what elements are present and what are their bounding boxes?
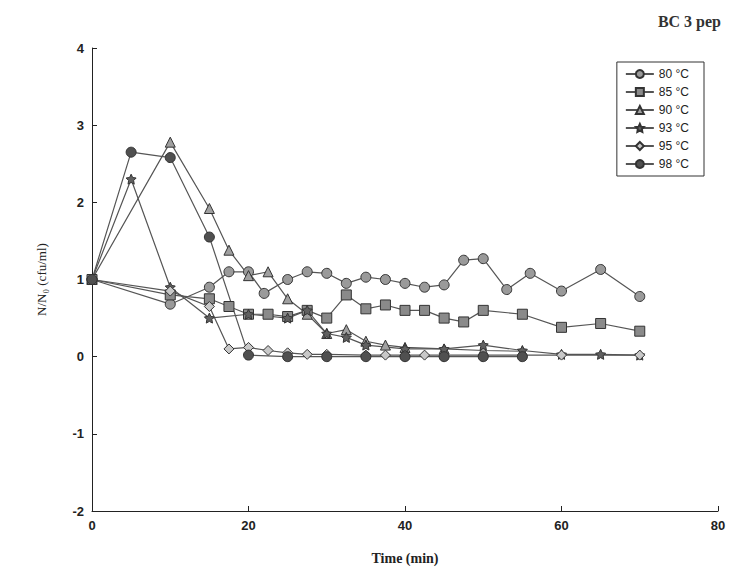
svg-text:Time (min): Time (min): [371, 551, 438, 567]
svg-text:4: 4: [77, 41, 85, 56]
svg-text:2: 2: [77, 195, 84, 210]
svg-text:N/N₀ (cfu/ml): N/N₀ (cfu/ml): [34, 243, 49, 316]
svg-text:60: 60: [554, 518, 568, 533]
svg-text:95 °C: 95 °C: [659, 139, 689, 153]
svg-text:98 °C: 98 °C: [659, 157, 689, 171]
svg-text:20: 20: [241, 518, 255, 533]
svg-text:3: 3: [77, 118, 84, 133]
svg-text:-2: -2: [72, 504, 84, 519]
svg-text:1: 1: [77, 272, 84, 287]
svg-text:80: 80: [711, 518, 725, 533]
svg-text:90 °C: 90 °C: [659, 103, 689, 117]
svg-text:0: 0: [88, 518, 95, 533]
svg-text:80 °C: 80 °C: [659, 67, 689, 81]
svg-text:85 °C: 85 °C: [659, 85, 689, 99]
svg-text:40: 40: [398, 518, 412, 533]
svg-text:93 °C: 93 °C: [659, 121, 689, 135]
svg-text:0: 0: [77, 349, 84, 364]
svg-text:BC 3 pep: BC 3 pep: [658, 13, 721, 31]
svg-text:-1: -1: [72, 426, 84, 441]
